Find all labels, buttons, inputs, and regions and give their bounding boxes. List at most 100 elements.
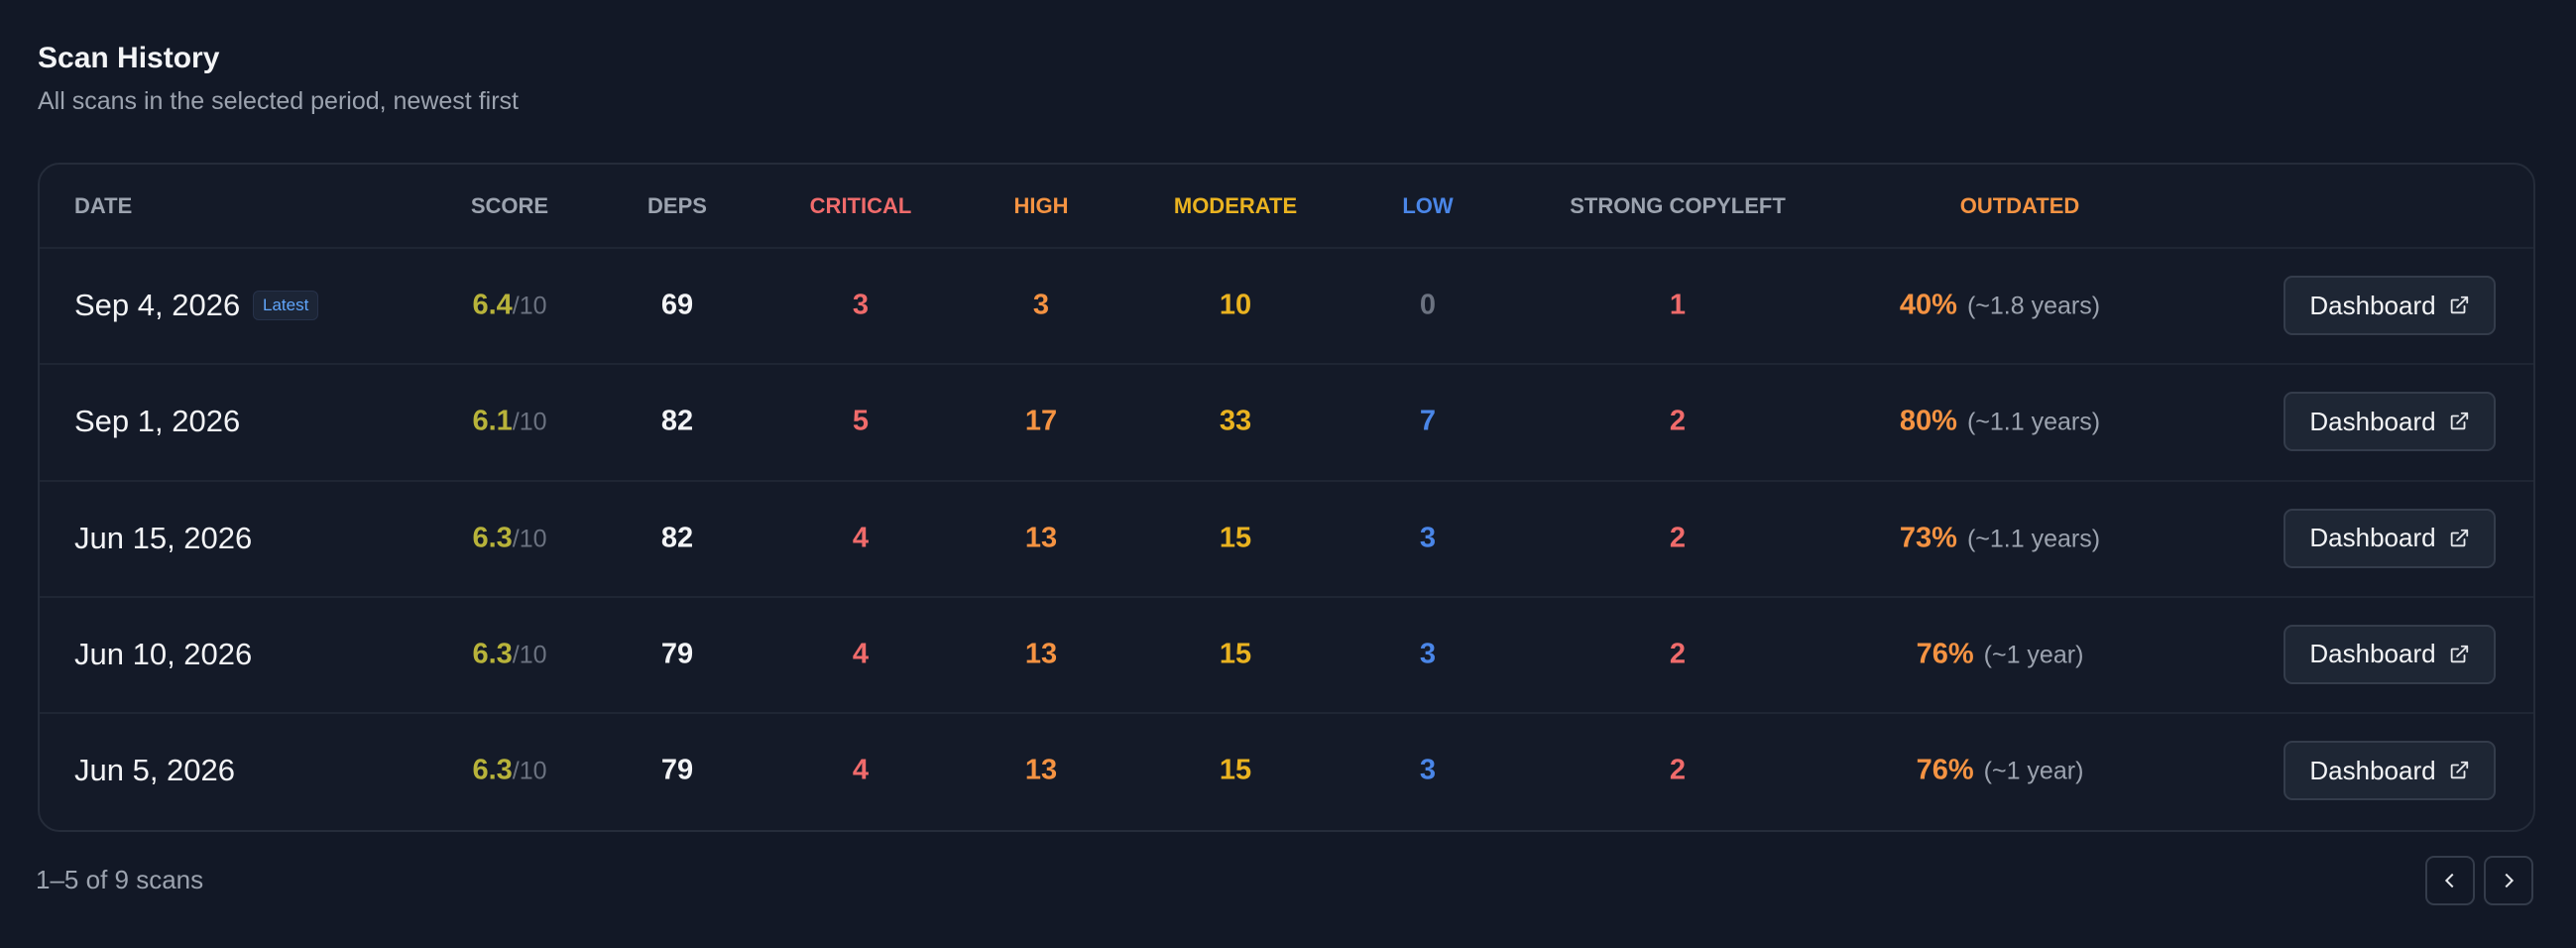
prev-page[interactable]	[2425, 856, 2475, 905]
moderate-value: 10	[1219, 289, 1252, 321]
latest-badge: Latest	[253, 291, 319, 320]
outdated-cell: 80% (~1.1 years)	[1900, 406, 2100, 438]
deps-value: 82	[660, 405, 694, 437]
column-header: LOW	[1402, 193, 1454, 218]
column-header: CRITICAL	[809, 193, 912, 218]
moderate-value: 15	[1219, 522, 1252, 554]
scan-date: Jun 10, 2026	[74, 636, 253, 671]
button-label: Dashboard	[2309, 290, 2436, 320]
score-cell: 6.1/10	[472, 406, 546, 438]
moderate-cell: 15	[1220, 755, 1251, 787]
high-value: 13	[1024, 638, 1058, 670]
outdated-value: 40%	[1899, 289, 1957, 321]
column-header: STRONG COPYLEFT	[1570, 193, 1786, 218]
score-value: 6.4	[472, 289, 513, 321]
high-cell: 13	[1025, 522, 1057, 554]
copyleft-value: 2	[1669, 522, 1687, 554]
dashboard-button[interactable]: Dashboard	[2283, 624, 2496, 684]
low-value: 3	[1419, 754, 1437, 786]
scan-date: Jun 15, 2026	[74, 520, 253, 555]
moderate-value: 15	[1219, 754, 1252, 786]
score-cell: 6.3/10	[472, 755, 546, 787]
outdated-cell: 40% (~1.8 years)	[1900, 290, 2100, 322]
score-value: 6.3	[472, 638, 513, 670]
critical-cell: 3	[853, 290, 869, 322]
high-cell: 13	[1025, 638, 1057, 670]
moderate-cell: 15	[1220, 522, 1251, 554]
low-value: 3	[1419, 638, 1437, 670]
dashboard-button[interactable]: Dashboard	[2283, 392, 2496, 452]
dashboard-button[interactable]: Dashboard	[2283, 276, 2496, 335]
moderate-value: 15	[1219, 638, 1252, 670]
score-max: /10	[512, 641, 547, 669]
low-value: 7	[1419, 405, 1437, 437]
scan-date: Jun 5, 2026	[74, 753, 236, 788]
row-divider	[40, 363, 2533, 366]
critical-value: 5	[852, 405, 870, 437]
outdated-value: 76%	[1916, 754, 1974, 786]
row-divider	[40, 712, 2533, 715]
subtitle: All scans in the selected period, newest…	[38, 87, 519, 115]
column-header: HIGH	[1013, 193, 1069, 218]
score-max: /10	[512, 757, 547, 785]
moderate-value: 33	[1219, 405, 1252, 437]
high-value: 13	[1024, 522, 1058, 554]
copyleft-cell: 2	[1670, 638, 1686, 670]
outdated-value: 73%	[1899, 522, 1957, 554]
next-page[interactable]	[2484, 856, 2533, 905]
row-divider	[40, 595, 2533, 598]
critical-value: 4	[852, 638, 870, 670]
critical-value: 3	[852, 289, 870, 321]
column-header: OUTDATED	[1959, 193, 2080, 218]
pagination-info: 1–5 of 9 scans	[36, 865, 204, 894]
score-value: 6.3	[472, 522, 513, 554]
outdated-cell: 76% (~1 year)	[1917, 755, 2084, 787]
high-value: 17	[1024, 405, 1058, 437]
column-header: DEPS	[647, 193, 707, 218]
outdated-age: (~1.8 years)	[1966, 292, 2101, 320]
score-max: /10	[512, 525, 547, 553]
low-cell: 7	[1420, 406, 1436, 438]
button-label: Dashboard	[2309, 406, 2436, 436]
button-label: Dashboard	[2309, 639, 2436, 669]
deps-cell: 79	[661, 755, 693, 787]
external-link-icon	[2450, 645, 2468, 663]
critical-cell: 4	[853, 522, 869, 554]
deps-cell: 82	[661, 406, 693, 438]
deps-cell: 79	[661, 638, 693, 670]
external-link-icon	[2450, 413, 2468, 430]
outdated-age: (~1 year)	[1983, 641, 2084, 669]
deps-cell: 82	[661, 522, 693, 554]
score-max: /10	[512, 292, 547, 320]
high-cell: 17	[1025, 406, 1057, 438]
outdated-value: 80%	[1899, 405, 1957, 437]
row-divider	[40, 479, 2533, 482]
outdated-age: (~1.1 years)	[1966, 408, 2101, 436]
score-max: /10	[512, 408, 547, 436]
critical-cell: 4	[853, 755, 869, 787]
dashboard-button[interactable]: Dashboard	[2283, 741, 2496, 801]
moderate-cell: 10	[1220, 290, 1251, 322]
copyleft-cell: 2	[1670, 755, 1686, 787]
button-label: Dashboard	[2309, 755, 2436, 785]
outdated-cell: 76% (~1 year)	[1917, 638, 2084, 670]
copyleft-cell: 1	[1670, 290, 1686, 322]
scan-date: Sep 1, 2026	[74, 404, 241, 439]
outdated-value: 76%	[1916, 638, 1974, 670]
copyleft-value: 2	[1669, 754, 1687, 786]
deps-value: 69	[660, 289, 694, 321]
low-cell: 3	[1420, 522, 1436, 554]
deps-cell: 69	[661, 290, 693, 322]
low-cell: 0	[1420, 290, 1436, 322]
dashboard-button[interactable]: Dashboard	[2283, 508, 2496, 568]
low-cell: 3	[1420, 638, 1436, 670]
critical-value: 4	[852, 522, 870, 554]
title: Scan History	[38, 42, 220, 74]
column-header: MODERATE	[1173, 193, 1298, 218]
score-value: 6.1	[472, 405, 513, 437]
copyleft-cell: 2	[1670, 522, 1686, 554]
external-link-icon	[2450, 296, 2468, 314]
score-cell: 6.3/10	[472, 522, 546, 554]
outdated-age: (~1 year)	[1983, 757, 2084, 785]
